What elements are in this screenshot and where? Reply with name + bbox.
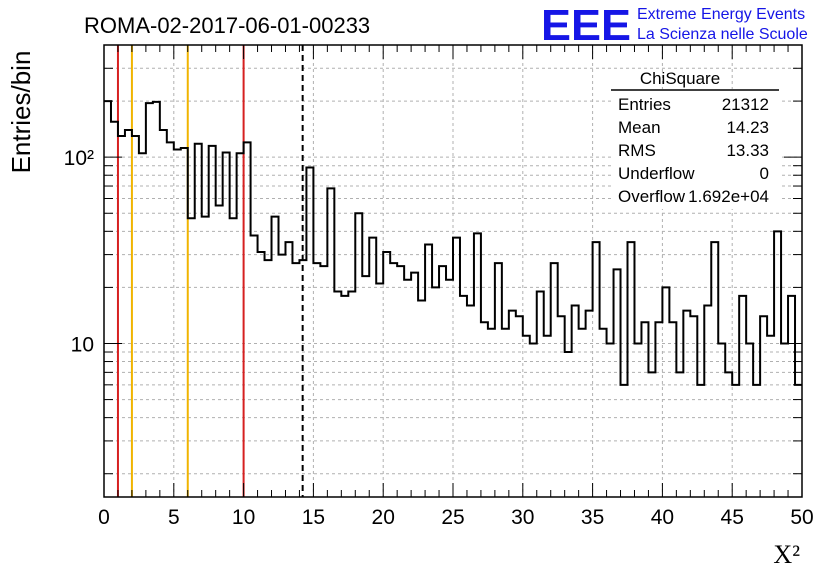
y-tick-label: 10² [64, 147, 94, 170]
x-tick-label: 40 [651, 506, 674, 529]
reference-lines [116, 45, 304, 497]
stats-label-underflow: Underflow [618, 164, 695, 183]
stats-label-mean: Mean [618, 118, 661, 137]
stats-label-rms: RMS [618, 141, 656, 160]
tick-labels: 0 5 10 15 20 25 30 35 40 45 50 10 10² [64, 147, 814, 529]
x-axis-label: X² [773, 540, 800, 569]
stats-box-name: ChiSquare [640, 69, 720, 88]
x-tick-label: 5 [168, 506, 180, 529]
x-tick-label: 0 [98, 506, 110, 529]
stats-label-overflow: Overflow [618, 187, 686, 206]
stats-value-underflow: 0 [760, 164, 769, 183]
stats-box: ChiSquare Entries 21312 Mean 14.23 RMS 1… [611, 69, 779, 209]
histogram-outline [104, 100, 802, 386]
stats-value-rms: 13.33 [726, 141, 769, 160]
logo-line-2: La Scienza nelle Scuole [637, 26, 808, 43]
y-axis-label: Entries/bin [6, 51, 36, 174]
stats-value-mean: 14.23 [726, 118, 769, 137]
stats-value-entries: 21312 [722, 95, 769, 114]
x-tick-label: 45 [721, 506, 744, 529]
chart-title: ROMA-02-2017-06-01-00233 [84, 13, 370, 38]
stats-value-overflow: 1.692e+04 [688, 187, 769, 206]
x-tick-label: 30 [511, 506, 534, 529]
y-tick-label: 10 [71, 333, 94, 356]
x-tick-label: 35 [581, 506, 604, 529]
x-tick-label: 20 [372, 506, 395, 529]
eee-logo: EEE Extreme Energy Events La Scienza nel… [541, 1, 808, 50]
stats-label-entries: Entries [618, 95, 671, 114]
stats-box-background [611, 89, 779, 209]
x-tick-label: 15 [302, 506, 325, 529]
plot-frame [103, 44, 803, 498]
tick-marks [103, 44, 803, 497]
logo-line-1: Extreme Energy Events [637, 6, 805, 23]
x-tick-label: 25 [441, 506, 464, 529]
logo-mark: EEE [541, 1, 631, 50]
x-tick-label: 10 [232, 506, 255, 529]
x-tick-label: 50 [790, 506, 813, 529]
